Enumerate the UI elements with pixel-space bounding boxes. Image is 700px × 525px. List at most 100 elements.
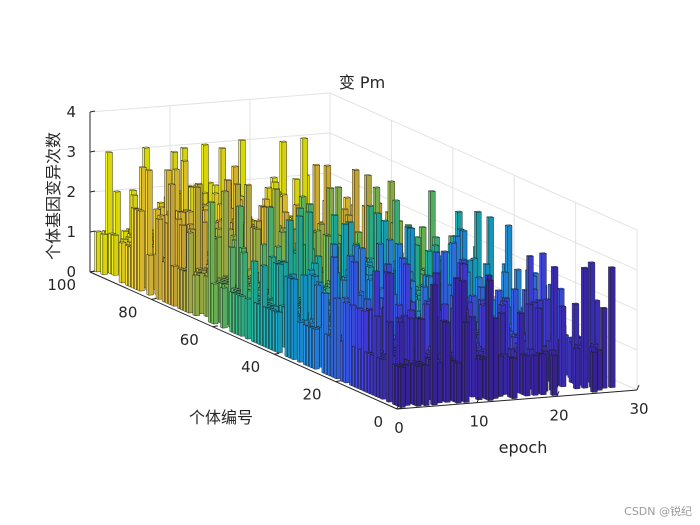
- bar-side-face: [550, 354, 553, 396]
- bar-top-face: [459, 229, 468, 232]
- bar-top-face: [180, 268, 188, 271]
- bar-side-face: [379, 358, 383, 400]
- bar-front-face: [592, 351, 598, 393]
- bar-top-face: [261, 198, 271, 200]
- bar-top-face: [265, 307, 275, 309]
- bar-top-face: [452, 234, 462, 237]
- bar-side-face: [520, 353, 523, 396]
- bar-top-face: [386, 272, 394, 275]
- bar-top-face: [269, 176, 279, 179]
- bar-top-face: [399, 362, 408, 365]
- bar-top-face: [217, 277, 225, 279]
- bar-top-face: [422, 364, 430, 366]
- bar-top-face: [292, 178, 300, 180]
- bar-top-face: [93, 230, 103, 233]
- bar-top-face: [423, 274, 431, 276]
- bar-top-face: [470, 257, 479, 260]
- bar-top-face: [220, 278, 229, 281]
- bar-side-face: [125, 244, 128, 287]
- bar-front-face: [277, 312, 283, 354]
- bar-side-face: [422, 364, 425, 407]
- bar-top-face: [357, 247, 367, 250]
- bar-top-face: [302, 318, 310, 321]
- bar-top-face: [278, 259, 286, 262]
- y-tick-mark: [335, 380, 341, 383]
- bar-top-face: [271, 305, 279, 307]
- bar-side-face: [263, 306, 266, 348]
- bar-front-face: [561, 306, 567, 388]
- bar-top-face: [211, 282, 219, 285]
- bar-side-face: [367, 352, 370, 395]
- bar-top-face: [342, 301, 351, 304]
- bar-top-face: [386, 320, 394, 323]
- bar-top-face: [403, 364, 411, 366]
- y-tick-mark: [274, 352, 280, 355]
- bar-top-face: [539, 252, 547, 255]
- bar-top-face: [182, 209, 192, 212]
- bar-top-face: [432, 236, 440, 239]
- bar-top-face: [407, 362, 416, 364]
- bar-top-face: [460, 263, 468, 266]
- bar-front-face: [314, 328, 320, 370]
- bar-top-face: [100, 233, 108, 235]
- bar-top-face: [317, 222, 325, 225]
- bar-top-face: [266, 299, 275, 301]
- bar-front-face: [405, 365, 411, 406]
- bar-top-face: [531, 353, 539, 356]
- bar-front-face: [222, 287, 228, 329]
- bar-side-face: [321, 292, 324, 374]
- bar-side-face: [539, 353, 542, 396]
- bar-top-face: [221, 283, 230, 286]
- bar-top-face: [330, 243, 338, 245]
- y-tick-label: 80: [118, 303, 137, 321]
- bar-top-face: [549, 354, 559, 356]
- bar-side-face: [272, 310, 275, 352]
- bar-top-face: [230, 165, 240, 168]
- bar-top-face: [180, 146, 188, 149]
- bar-top-face: [231, 287, 239, 290]
- bar-top-face: [157, 214, 165, 217]
- bar-top-face: [136, 209, 146, 212]
- bar-top-face: [330, 255, 339, 258]
- bar-top-face: [250, 260, 259, 263]
- bar-top-face: [516, 311, 525, 314]
- bar-side-face: [203, 275, 207, 317]
- bar-front-face: [583, 267, 589, 389]
- bar-front-face: [102, 234, 108, 275]
- bar-side-face: [327, 334, 331, 377]
- bar-front-face: [437, 362, 443, 404]
- bar-side-face: [128, 245, 131, 288]
- bar-side-face: [454, 361, 457, 404]
- bar-top-face: [130, 194, 139, 196]
- bar-top-face: [477, 285, 485, 288]
- bar-side-face: [507, 356, 510, 398]
- bar-top-face: [282, 211, 290, 213]
- bar-top-face: [228, 246, 236, 248]
- x-tick-mark: [476, 397, 480, 403]
- bar-top-face: [364, 351, 372, 353]
- bar-top-face: [440, 250, 449, 253]
- bar-top-face: [498, 303, 507, 306]
- bar-top-face: [500, 271, 510, 273]
- bar-top-face: [219, 281, 227, 284]
- bar-side-face: [343, 301, 346, 384]
- bar-front-face: [597, 349, 603, 391]
- bar-side-face: [186, 231, 189, 314]
- grid-line: [89, 92, 331, 113]
- bar-top-face: [201, 143, 209, 146]
- bar-top-face: [534, 307, 543, 310]
- bar-top-face: [308, 273, 316, 276]
- bar-top-face: [323, 164, 332, 167]
- bar-top-face: [363, 298, 372, 300]
- bar-top-face: [273, 245, 283, 248]
- bar-top-face: [156, 201, 165, 204]
- bar-top-face: [280, 261, 289, 263]
- bar-top-face: [235, 205, 245, 208]
- bar-top-face: [376, 356, 384, 359]
- y-tick-label: 0: [373, 413, 383, 431]
- x-tick-label: 10: [469, 413, 488, 431]
- bar-top-face: [473, 210, 483, 213]
- bar-top-face: [548, 349, 557, 352]
- bar-top-face: [207, 201, 216, 203]
- bar-top-face: [170, 150, 179, 153]
